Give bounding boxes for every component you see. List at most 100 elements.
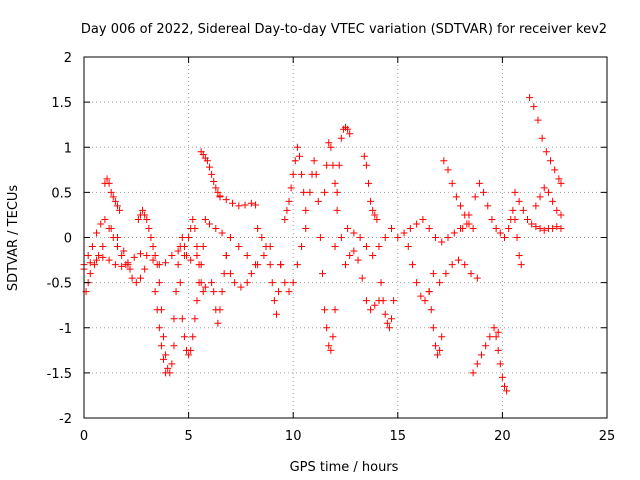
data-point [191, 315, 199, 323]
data-point [118, 252, 126, 260]
data-point [130, 253, 138, 261]
data-point [329, 333, 337, 341]
data-point [367, 197, 375, 205]
data-point [356, 234, 364, 241]
data-point [218, 229, 226, 237]
x-tick-label: 25 [599, 429, 616, 444]
series-arc-29 [440, 157, 477, 232]
data-point [413, 220, 421, 228]
data-point [254, 224, 262, 232]
series-arc-5 [107, 224, 149, 287]
data-point [471, 193, 479, 201]
data-point [147, 234, 155, 241]
series-arc-15 [222, 243, 274, 291]
data-point [488, 215, 496, 223]
data-point [293, 143, 301, 151]
data-point [159, 333, 167, 341]
series-arc-23 [342, 247, 383, 314]
data-point [369, 252, 377, 260]
data-point [193, 297, 201, 305]
data-point [170, 342, 178, 350]
data-point [170, 315, 178, 323]
data-point [218, 288, 226, 296]
data-point [375, 243, 383, 251]
series-arc-36 [526, 94, 565, 187]
data-point [377, 279, 385, 287]
data-point [425, 224, 433, 232]
data-point [193, 252, 201, 260]
data-point [477, 351, 485, 359]
data-point [394, 234, 402, 241]
data-point [216, 306, 224, 314]
data-point [277, 261, 285, 269]
data-point [164, 364, 172, 372]
data-point [241, 201, 249, 209]
data-point [285, 197, 293, 205]
data-point [206, 220, 214, 228]
data-point [275, 288, 283, 296]
data-point [247, 199, 255, 207]
data-point [172, 288, 180, 296]
data-point [465, 211, 473, 219]
data-point [229, 199, 237, 207]
data-point [139, 206, 147, 214]
series-arc-30 [436, 256, 481, 287]
data-point [511, 215, 519, 223]
data-point [187, 346, 195, 354]
data-point [107, 224, 115, 232]
data-point [325, 342, 333, 350]
data-point [480, 188, 488, 196]
data-point [465, 220, 473, 228]
data-point [168, 252, 176, 260]
data-point [503, 387, 511, 395]
data-point [547, 157, 555, 165]
data-point [149, 256, 157, 264]
data-point [473, 360, 481, 368]
data-point [214, 319, 222, 327]
data-point [195, 261, 203, 269]
series-arc-22 [331, 224, 396, 260]
data-point [272, 310, 280, 318]
data-point [201, 215, 209, 223]
data-point [141, 211, 149, 219]
data-point [557, 211, 565, 219]
data-point [210, 288, 218, 296]
data-point [289, 279, 297, 287]
data-point [293, 261, 301, 269]
data-point [153, 306, 161, 314]
data-point [425, 288, 433, 296]
data-point [306, 188, 314, 196]
data-point [128, 274, 136, 282]
data-point [436, 279, 444, 287]
data-point [429, 270, 437, 278]
data-point [199, 243, 207, 251]
data-point [105, 256, 113, 264]
data-point [362, 297, 370, 305]
data-point [201, 283, 209, 291]
data-point [448, 261, 456, 269]
chart-title: Day 006 of 2022, Sidereal Day-to-day VTE… [81, 22, 607, 37]
data-point [329, 161, 337, 169]
data-point [467, 270, 475, 278]
data-point [312, 170, 320, 178]
grid-lines [84, 57, 607, 418]
data-point [431, 342, 439, 350]
data-point [490, 324, 498, 332]
data-point [134, 215, 142, 223]
data-point [434, 351, 442, 359]
x-axis-label: GPS time / hours [290, 460, 399, 475]
y-tick-label: -2 [59, 412, 72, 427]
data-point [237, 283, 245, 291]
data-point [90, 261, 98, 269]
data-point [153, 261, 161, 269]
series-arc-12 [216, 193, 260, 210]
data-point [333, 188, 341, 196]
data-point [327, 346, 335, 354]
data-point [417, 292, 425, 300]
data-point [388, 224, 396, 232]
data-point [298, 243, 306, 251]
series-arc-4 [101, 175, 124, 214]
data-point [429, 324, 437, 332]
data-point [113, 234, 121, 241]
data-point [325, 139, 333, 147]
